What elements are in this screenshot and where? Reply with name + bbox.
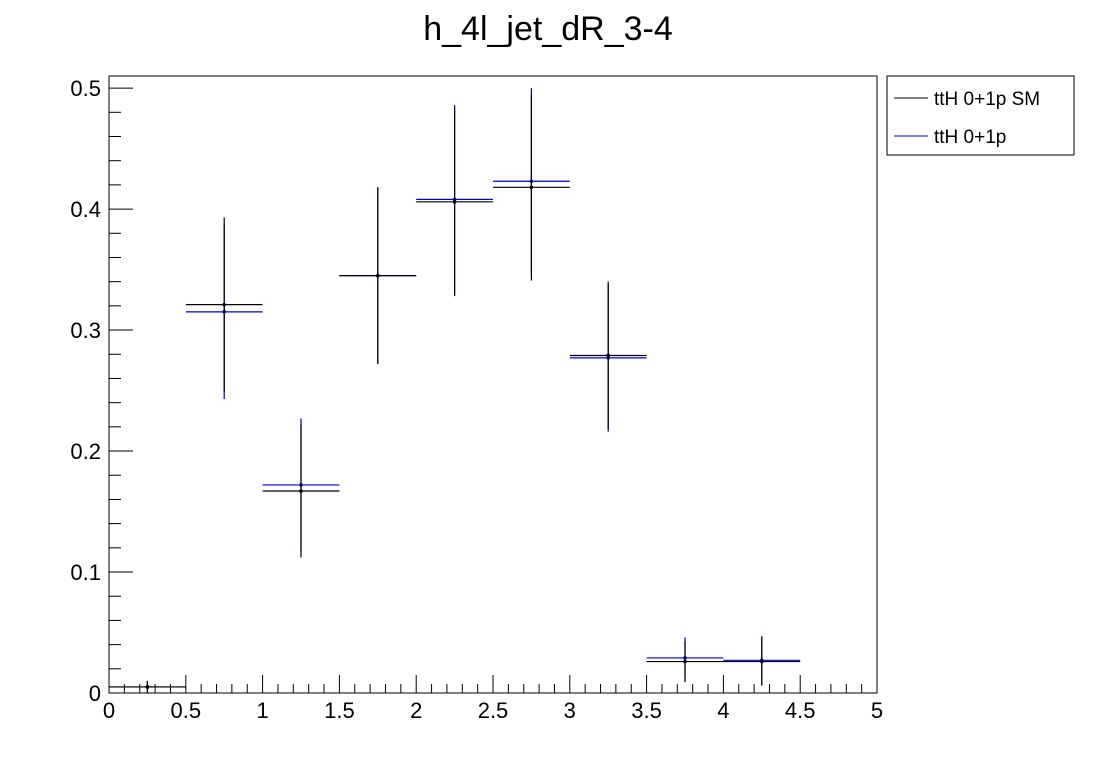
data-point bbox=[606, 353, 610, 358]
x-tick-label: 4 bbox=[717, 698, 729, 723]
data-point bbox=[222, 302, 226, 307]
plot-frame bbox=[108, 75, 878, 694]
data-point bbox=[529, 185, 534, 190]
data-point bbox=[376, 273, 380, 278]
data-point bbox=[683, 659, 687, 664]
y-tick-label: 0.2 bbox=[70, 439, 101, 464]
x-tick-label: 2 bbox=[410, 698, 422, 723]
x-tick-label: 0 bbox=[103, 698, 115, 723]
series-ttH-0p1p-SM bbox=[109, 94, 801, 693]
legend-label-bsm: ttH 0+1p bbox=[934, 127, 1006, 148]
y-axis: 0 0.1 0.2 0.3 0.4 0.5 bbox=[70, 76, 133, 706]
y-tick-label: 0.5 bbox=[70, 76, 101, 101]
data-series bbox=[109, 88, 801, 693]
chart-title: h_4l_jet_dR_3-4 bbox=[423, 10, 673, 48]
y-tick-label: 0.3 bbox=[70, 318, 101, 343]
y-tick-label: 0 bbox=[89, 681, 101, 706]
x-axis: 0 0.5 1 1.5 2 2.5 3 3.5 4 4.5 5 bbox=[103, 675, 883, 723]
data-point bbox=[760, 659, 764, 664]
y-tick-label: 0.4 bbox=[70, 197, 101, 222]
data-point bbox=[299, 489, 303, 493]
x-tick-label: 1 bbox=[256, 698, 268, 723]
data-point bbox=[145, 685, 150, 689]
y-tick-label: 0.1 bbox=[70, 560, 101, 585]
x-tick-label: 2.5 bbox=[478, 698, 509, 723]
legend-box bbox=[886, 75, 1075, 156]
x-tick-label: 5 bbox=[871, 698, 883, 723]
legend-label-sm: ttH 0+1p SM bbox=[934, 89, 1040, 110]
x-tick-label: 3 bbox=[564, 698, 576, 723]
x-tick-label: 3.5 bbox=[631, 698, 662, 723]
x-tick-label: 1.5 bbox=[324, 698, 355, 723]
legend: ttH 0+1p SM ttH 0+1p bbox=[886, 75, 1075, 156]
data-point bbox=[452, 200, 457, 204]
x-tick-label: 4.5 bbox=[785, 698, 816, 723]
x-tick-label: 0.5 bbox=[171, 698, 202, 723]
